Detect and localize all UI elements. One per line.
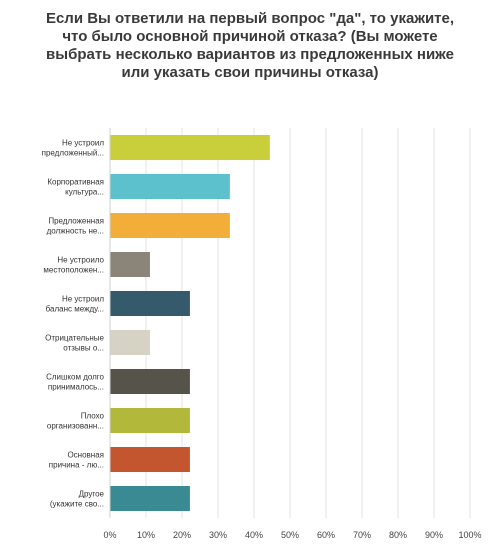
bar	[110, 252, 150, 277]
x-tick-label: 80%	[389, 530, 407, 540]
bar	[110, 213, 230, 238]
chart-title: Если Вы ответили на первый вопрос "да", …	[45, 10, 455, 81]
x-tick-label: 40%	[245, 530, 263, 540]
category-label: Слишком долго принималось...	[46, 373, 104, 392]
x-tick-label: 60%	[317, 530, 335, 540]
bar	[110, 369, 190, 394]
bar	[110, 486, 190, 511]
category-label: Корпоративная культура...	[47, 178, 104, 197]
category-label: Отрицательные отзывы о...	[45, 334, 104, 353]
category-label: Не устроил предложенный...	[42, 139, 105, 158]
bar	[110, 408, 190, 433]
x-tick-label: 90%	[425, 530, 443, 540]
bar	[110, 447, 190, 472]
x-tick-label: 0%	[103, 530, 116, 540]
x-tick-label: 30%	[209, 530, 227, 540]
bar	[110, 135, 270, 160]
bar	[110, 174, 230, 199]
category-label: Плохо организованн...	[47, 412, 105, 431]
bar	[110, 291, 190, 316]
category-label: Не устроило местоположен...	[43, 256, 104, 275]
x-tick-label: 10%	[137, 530, 155, 540]
bar	[110, 330, 150, 355]
x-tick-label: 100%	[458, 530, 481, 540]
category-label: Другое (укажите сво...	[50, 490, 105, 509]
x-tick-label: 20%	[173, 530, 191, 540]
category-label: Предложенная должность не...	[47, 217, 104, 236]
x-tick-label: 70%	[353, 530, 371, 540]
x-tick-label: 50%	[281, 530, 299, 540]
category-label: Не устроил баланс между...	[46, 295, 105, 314]
category-label: Основная причина - лю...	[49, 451, 104, 470]
